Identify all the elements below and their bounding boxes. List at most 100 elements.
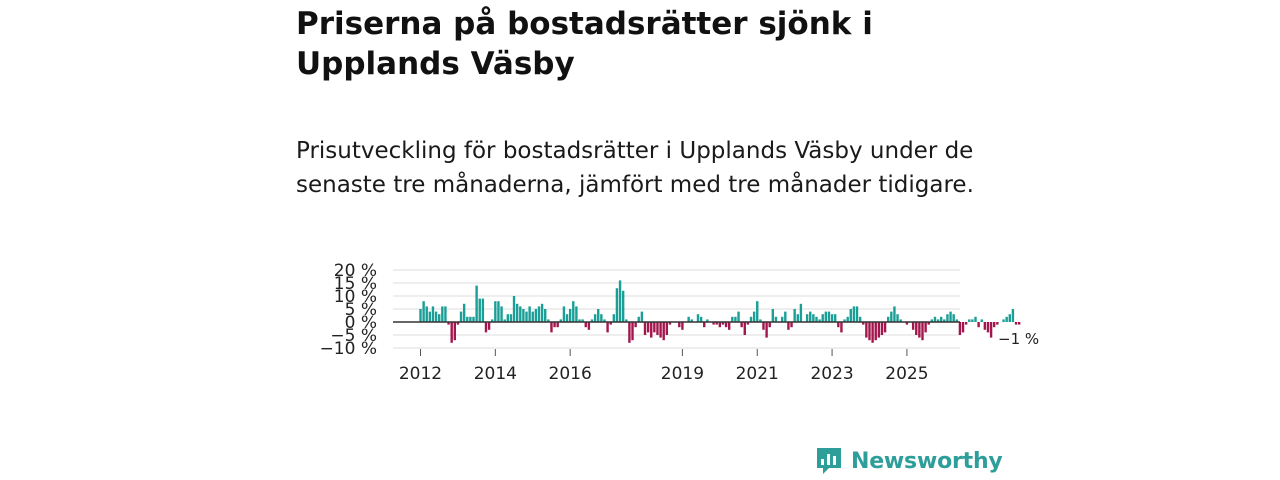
bar	[921, 322, 924, 341]
bar	[559, 319, 563, 322]
newsworthy-logo[interactable]: Newsworthy	[815, 446, 1003, 476]
brand-name: Newsworthy	[851, 448, 1003, 474]
bar	[690, 319, 693, 322]
bar	[584, 322, 587, 328]
bar	[450, 322, 453, 343]
bar	[924, 322, 927, 333]
bar	[537, 306, 541, 322]
bar	[621, 290, 625, 322]
bar	[699, 316, 703, 322]
bar	[525, 311, 528, 322]
x-tick-label: 2021	[736, 364, 779, 384]
bar	[565, 314, 569, 322]
bar	[865, 322, 868, 338]
bar	[540, 303, 544, 322]
bar	[681, 322, 684, 330]
bar	[759, 319, 762, 322]
bar	[506, 314, 509, 322]
bar	[544, 309, 547, 322]
bar	[618, 280, 622, 322]
bar	[600, 314, 603, 322]
bar	[833, 314, 837, 322]
bar	[796, 314, 799, 322]
bar	[883, 322, 887, 333]
bar	[964, 322, 968, 325]
bar	[550, 322, 553, 333]
bar	[805, 314, 809, 322]
bar	[974, 316, 977, 322]
bar	[830, 314, 834, 322]
bar	[659, 322, 662, 338]
bar	[731, 316, 734, 322]
bar	[852, 306, 856, 322]
bar	[706, 319, 709, 322]
bar	[487, 322, 491, 330]
bar	[1011, 309, 1015, 322]
bar	[500, 306, 503, 322]
x-tick-label: 2016	[549, 364, 592, 384]
bar	[896, 314, 899, 322]
bar	[993, 322, 996, 328]
bar	[771, 309, 775, 322]
bar	[606, 322, 609, 333]
bar	[481, 298, 485, 322]
bar	[494, 301, 497, 322]
bar	[880, 322, 884, 335]
bar	[911, 322, 915, 330]
bar	[958, 322, 962, 335]
bar	[986, 322, 990, 333]
bar	[484, 322, 488, 333]
bar	[628, 322, 631, 343]
bar	[590, 319, 594, 322]
bar	[768, 322, 771, 328]
last-value-label: −1 %	[998, 330, 1039, 348]
bar	[824, 311, 828, 322]
bar	[434, 311, 438, 322]
bar	[983, 322, 987, 330]
bar	[971, 319, 974, 322]
bar	[918, 322, 921, 338]
bar	[915, 322, 918, 335]
bar	[718, 322, 722, 328]
chart-title: Priserna på bostadsrätter sjönk i Upplan…	[296, 6, 873, 82]
bar	[1014, 322, 1018, 325]
bar	[615, 288, 619, 322]
bar	[515, 303, 519, 322]
bar	[977, 322, 980, 328]
bar	[952, 314, 955, 322]
bar	[784, 311, 787, 322]
bar	[812, 314, 815, 322]
y-tick-label: −5 %	[330, 326, 377, 346]
bar	[1005, 316, 1008, 322]
bar	[877, 322, 881, 338]
bar	[752, 311, 756, 322]
y-tick-label: −10 %	[320, 339, 377, 359]
bar	[478, 298, 481, 322]
bar	[799, 303, 803, 322]
bar	[949, 311, 952, 322]
bar	[637, 316, 640, 322]
bar	[762, 322, 765, 330]
bar	[497, 301, 500, 322]
bar	[862, 322, 865, 325]
bar	[568, 309, 572, 322]
bar	[809, 311, 812, 322]
bar	[562, 306, 566, 322]
bar	[665, 322, 669, 335]
bar	[646, 322, 650, 333]
bar	[631, 322, 634, 341]
bar	[438, 314, 441, 322]
x-tick-label: 2023	[810, 364, 853, 384]
bar	[428, 311, 432, 322]
bar	[943, 319, 946, 322]
bar	[475, 285, 478, 322]
x-tick-label: 2025	[885, 364, 928, 384]
bar	[650, 322, 653, 338]
y-tick-label: 15 %	[334, 274, 377, 294]
bar	[653, 322, 656, 333]
bar	[933, 316, 937, 322]
bar	[634, 322, 637, 328]
bar	[643, 322, 647, 335]
bar	[587, 322, 591, 330]
bar	[774, 316, 778, 322]
